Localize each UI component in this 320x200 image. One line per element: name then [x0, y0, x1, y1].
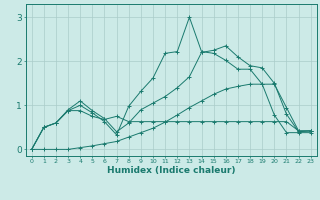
X-axis label: Humidex (Indice chaleur): Humidex (Indice chaleur)	[107, 166, 236, 175]
